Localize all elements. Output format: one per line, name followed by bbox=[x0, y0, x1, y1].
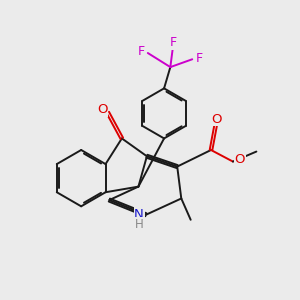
Text: O: O bbox=[97, 103, 107, 116]
Text: N: N bbox=[134, 208, 144, 220]
Text: O: O bbox=[212, 113, 222, 126]
Text: F: F bbox=[169, 36, 177, 49]
Text: O: O bbox=[235, 153, 245, 166]
Text: H: H bbox=[135, 218, 143, 231]
Text: F: F bbox=[196, 52, 203, 64]
Text: F: F bbox=[137, 45, 145, 58]
